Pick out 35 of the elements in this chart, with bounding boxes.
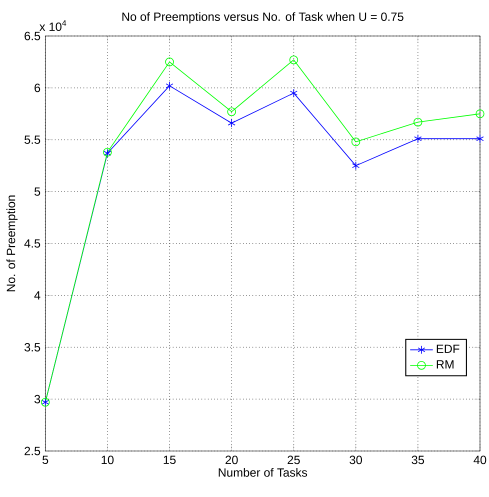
y-tick-label: 3 xyxy=(34,394,40,404)
legend-label: RM xyxy=(436,360,454,368)
y-tick-label: 3.5 xyxy=(24,343,40,352)
chart-title: No of Preemptions versus No. of Task when U = 0.75 xyxy=(122,12,404,24)
point xyxy=(289,55,298,64)
y-tick-label: 6.5 xyxy=(24,32,40,40)
point xyxy=(228,118,236,128)
x-tick-label: 20 xyxy=(226,456,238,464)
y-tick-label: 4 xyxy=(34,291,40,300)
x-tick-label: 5 xyxy=(42,456,48,464)
x-tick-label: 40 xyxy=(474,456,486,464)
y-tick-label: 5 xyxy=(34,187,40,196)
point xyxy=(414,134,422,144)
point xyxy=(166,81,174,90)
point xyxy=(414,118,422,126)
x-axis-title: Number of Tasks xyxy=(218,468,308,477)
point xyxy=(352,161,360,170)
y-tick-label: 5.5 xyxy=(24,136,40,144)
x-tick-label: 35 xyxy=(412,456,424,464)
point xyxy=(290,88,298,98)
point xyxy=(165,58,174,66)
x-tick-label: 25 xyxy=(288,456,300,464)
y-axis-title: No. of Preemption xyxy=(6,196,18,292)
x-tick-label: 30 xyxy=(350,456,362,464)
y-tick-label: 4.5 xyxy=(24,239,40,248)
point xyxy=(351,137,360,146)
point xyxy=(476,134,484,144)
text: x 10$^{4}$ xyxy=(39,20,66,31)
point xyxy=(227,107,236,116)
x-tick-label: 15 xyxy=(164,456,176,464)
y-tick-label: 6 xyxy=(34,84,40,92)
x-tick-label: 10 xyxy=(102,456,114,464)
point xyxy=(476,109,484,118)
y-tick-label: 2.5 xyxy=(24,446,40,456)
legend-label: EDF xyxy=(436,344,460,353)
